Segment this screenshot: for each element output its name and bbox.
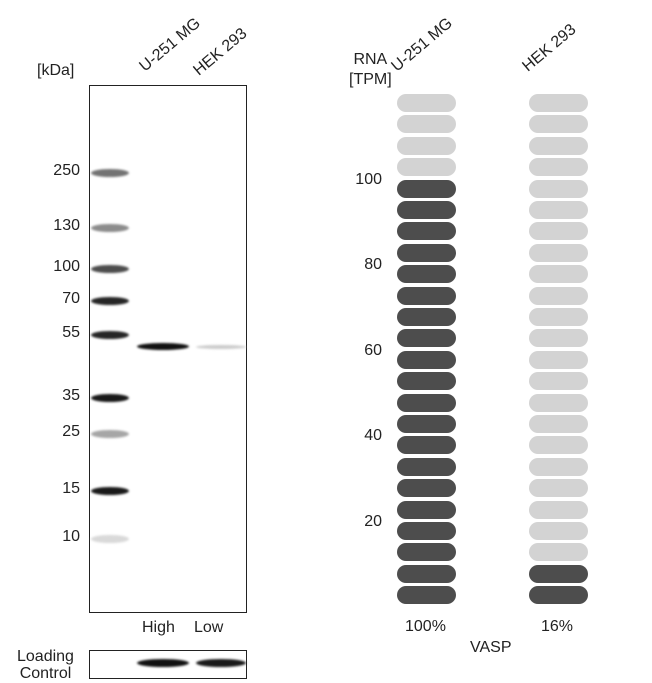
u251-segment-filled	[397, 222, 456, 241]
ladder-band-55	[91, 331, 129, 339]
marker-label-10: 10	[62, 528, 80, 545]
hek293-segment-empty	[529, 436, 588, 455]
u251-segment-empty	[397, 158, 456, 177]
hek293-segment-empty	[529, 136, 588, 155]
hek293-segment-empty	[529, 286, 588, 305]
u251-segment-filled	[397, 286, 456, 305]
u251-segment-empty	[397, 115, 456, 134]
u251-segment-filled	[397, 179, 456, 198]
loading-control-label: Loading Control	[17, 648, 74, 682]
western-blot-membrane	[89, 85, 247, 613]
u251-segment-filled	[397, 543, 456, 562]
rna-tick-40: 40	[364, 427, 382, 444]
rna-axis-label: RNA [TPM]	[349, 50, 392, 90]
level-low: Low	[194, 619, 224, 636]
ladder-band-100	[91, 265, 129, 273]
ladder-band-35	[91, 394, 129, 402]
hek293-segment-empty	[529, 115, 588, 134]
level-high: High	[142, 619, 175, 636]
percent-u251: 100%	[405, 618, 446, 635]
marker-label-100: 100	[53, 258, 80, 275]
ladder-band-70	[91, 297, 129, 305]
hek293-segment-empty	[529, 393, 588, 412]
loading-band-hek293	[196, 659, 246, 667]
marker-label-15: 15	[62, 480, 80, 497]
rna-tick-60: 60	[364, 342, 382, 359]
hek293-segment-empty	[529, 543, 588, 562]
ladder-band-15	[91, 487, 129, 495]
hek293-segment-empty	[529, 243, 588, 262]
u251-segment-filled	[397, 436, 456, 455]
hek293-segment-empty	[529, 201, 588, 219]
rna-col-label-hek293: HEK 293	[519, 21, 580, 76]
ladder-band-25	[91, 430, 129, 438]
hek293-segment-filled	[529, 586, 588, 605]
ladder-band-250	[91, 169, 129, 177]
hek293-segment-filled	[529, 564, 588, 583]
kda-label: [kDa]	[37, 62, 75, 79]
rna-label-line1: RNA	[353, 51, 388, 68]
u251-segment-filled	[397, 479, 456, 498]
band-hek293	[196, 345, 246, 349]
loading-control-blot	[89, 650, 247, 679]
u251-segment-filled	[397, 372, 456, 391]
marker-label-25: 25	[62, 423, 80, 440]
hek293-segment-empty	[529, 265, 588, 284]
u251-segment-filled	[397, 265, 456, 284]
gene-name: VASP	[470, 639, 512, 656]
loading-label-line1: Loading	[17, 648, 74, 665]
u251-segment-filled	[397, 415, 456, 433]
lane-label-hek293: HEK 293	[190, 25, 251, 80]
hek293-segment-empty	[529, 308, 588, 326]
rna-col-label-u251: U-251 MG	[388, 14, 456, 76]
u251-segment-filled	[397, 522, 456, 540]
u251-segment-empty	[397, 136, 456, 155]
marker-label-70: 70	[62, 290, 80, 307]
percent-hek293: 16%	[541, 618, 574, 635]
hek293-segment-empty	[529, 415, 588, 433]
u251-segment-filled	[397, 500, 456, 519]
u251-segment-filled	[397, 393, 456, 412]
hek293-segment-empty	[529, 457, 588, 476]
band-u251	[137, 343, 189, 350]
u251-segment-filled	[397, 329, 456, 348]
u251-segment-filled	[397, 243, 456, 262]
hek293-segment-empty	[529, 94, 588, 112]
hek293-segment-empty	[529, 479, 588, 498]
u251-segment-filled	[397, 201, 456, 219]
u251-segment-filled	[397, 350, 456, 369]
loading-label-line2: Control	[19, 665, 72, 682]
rna-tick-20: 20	[364, 513, 382, 530]
hek293-segment-empty	[529, 158, 588, 177]
hek293-segment-empty	[529, 500, 588, 519]
u251-segment-filled	[397, 457, 456, 476]
hek293-segment-empty	[529, 329, 588, 348]
rna-tick-100: 100	[355, 171, 382, 188]
ladder-band-130	[91, 224, 129, 232]
loading-band-u251	[137, 659, 189, 667]
hek293-segment-empty	[529, 179, 588, 198]
hek293-segment-empty	[529, 350, 588, 369]
marker-label-35: 35	[62, 387, 80, 404]
ladder-band-10	[91, 535, 129, 543]
marker-label-130: 130	[53, 217, 80, 234]
rna-tick-80: 80	[364, 256, 382, 273]
u251-segment-empty	[397, 94, 456, 112]
marker-label-250: 250	[53, 162, 80, 179]
u251-segment-filled	[397, 564, 456, 583]
marker-label-55: 55	[62, 324, 80, 341]
hek293-segment-empty	[529, 222, 588, 241]
u251-segment-filled	[397, 308, 456, 326]
hek293-segment-empty	[529, 372, 588, 391]
u251-segment-filled	[397, 586, 456, 605]
hek293-segment-empty	[529, 522, 588, 540]
rna-label-line2: [TPM]	[349, 71, 392, 88]
